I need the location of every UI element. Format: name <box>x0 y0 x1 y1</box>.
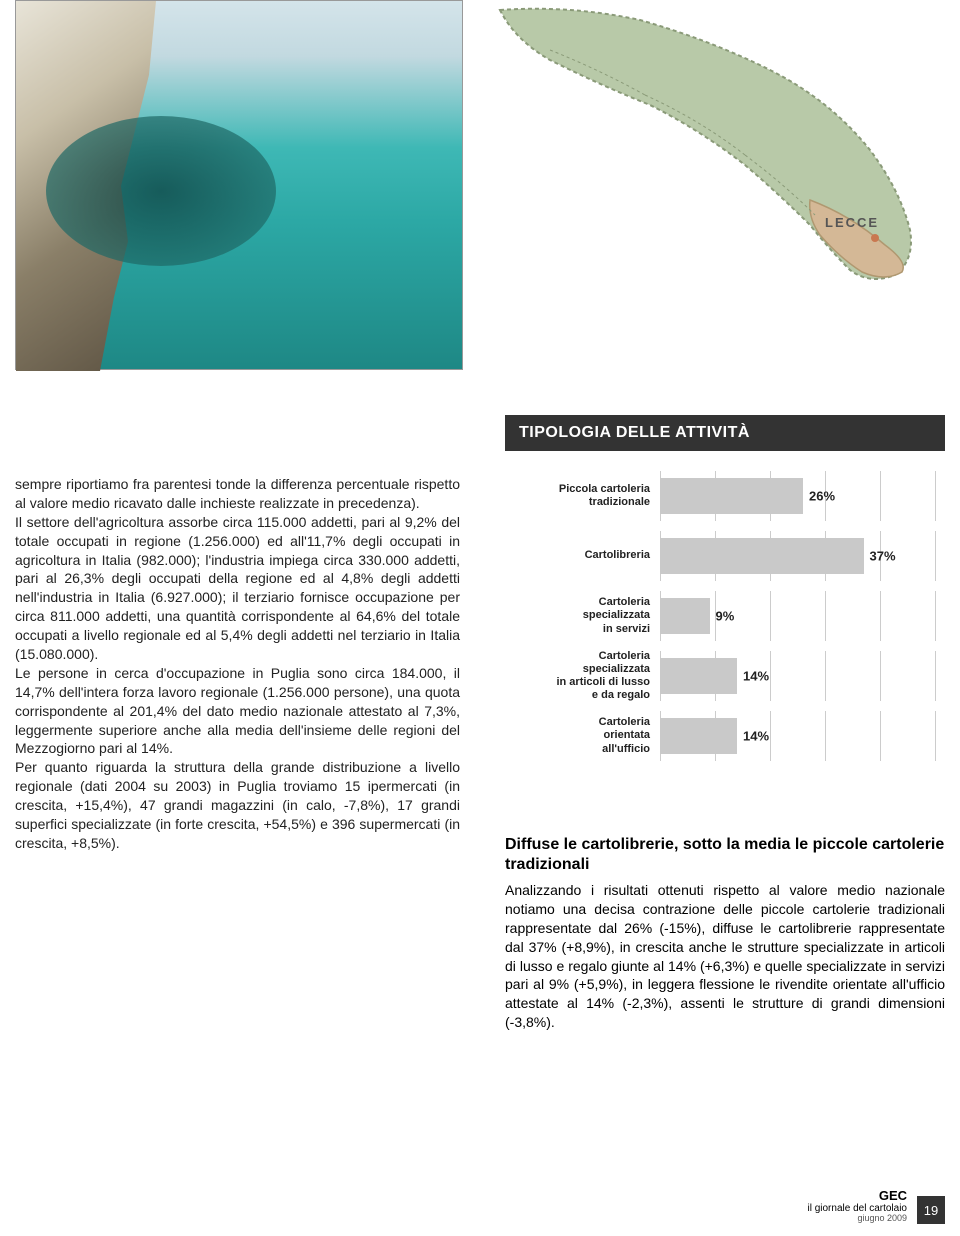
chart-row-label: Cartoleriaorientataall'ufficio <box>505 716 660 756</box>
page-footer: GEC il giornale del cartolaio giugno 200… <box>807 1189 945 1224</box>
chart-pct-label: 26% <box>809 489 835 504</box>
body-text-left: sempre riportiamo fra parentesi tonde la… <box>15 415 460 853</box>
footer-date: giugno 2009 <box>807 1214 907 1224</box>
chart-gridline <box>880 591 881 641</box>
chart-bar-track: 14% <box>660 651 935 701</box>
chart-gridline <box>770 651 771 701</box>
chart-gridline <box>935 651 936 701</box>
body-paragraph: Per quanto riguarda la struttura della g… <box>15 758 460 852</box>
chart-gridline <box>935 471 936 521</box>
page-number: 19 <box>917 1196 945 1224</box>
chart-bar-track: 26% <box>660 471 935 521</box>
chart-gridline <box>770 591 771 641</box>
chart-row: Piccola cartoleriatradizionale 26% <box>505 471 945 521</box>
footer-brand: GEC il giornale del cartolaio giugno 200… <box>807 1189 907 1224</box>
chart-bar <box>660 598 710 634</box>
chart-gridline <box>935 531 936 581</box>
map-svg <box>490 0 945 320</box>
chart-pct-label: 14% <box>743 669 769 684</box>
chart-gridline <box>935 591 936 641</box>
section-heading: Diffuse le cartolibrerie, sotto la media… <box>505 835 945 875</box>
chart-row: Cartoleriaspecializzatain servizi 9% <box>505 591 945 641</box>
content-section: TIPOLOGIA DELLE ATTIVITÀ Piccola cartole… <box>0 415 960 853</box>
chart-row-label: Cartolibreria <box>505 549 660 562</box>
chart-gridline <box>880 471 881 521</box>
chart-gridline <box>880 651 881 701</box>
body-text-right: Diffuse le cartolibrerie, sotto la media… <box>505 835 945 1032</box>
puglia-map: LECCE <box>490 0 945 320</box>
chart-bar <box>660 658 737 694</box>
chart-gridline <box>880 711 881 761</box>
chart-gridline <box>935 711 936 761</box>
top-section: LECCE <box>0 0 960 380</box>
chart-row: Cartoleriaorientataall'ufficio 14% <box>505 711 945 761</box>
body-paragraph: sempre riportiamo fra parentesi tonde la… <box>15 475 460 513</box>
section-paragraph: Analizzando i risultati ottenuti rispett… <box>505 881 945 1032</box>
photo-grotto <box>46 116 276 266</box>
chart-gridline <box>825 591 826 641</box>
chart-pct-label: 9% <box>716 609 735 624</box>
coastal-photo <box>15 0 463 370</box>
chart-pct-label: 37% <box>870 549 896 564</box>
map-city-label: LECCE <box>825 215 879 230</box>
chart-row: Cartoleriaspecializzatain articoli di lu… <box>505 651 945 701</box>
chart-gridline <box>825 651 826 701</box>
chart-gridline <box>825 711 826 761</box>
chart-row-label: Piccola cartoleriatradizionale <box>505 483 660 509</box>
chart-row-label: Cartoleriaspecializzatain articoli di lu… <box>505 650 660 703</box>
body-paragraph: Le persone in cerca d'occupazione in Pug… <box>15 664 460 758</box>
chart-bar <box>660 538 864 574</box>
chart-bar <box>660 718 737 754</box>
chart-bar-track: 9% <box>660 591 935 641</box>
chart-pct-label: 14% <box>743 729 769 744</box>
activity-chart: TIPOLOGIA DELLE ATTIVITÀ Piccola cartole… <box>505 415 945 791</box>
chart-bar-track: 37% <box>660 531 935 581</box>
chart-bar-track: 14% <box>660 711 935 761</box>
chart-gridline <box>770 711 771 761</box>
chart-title: TIPOLOGIA DELLE ATTIVITÀ <box>505 415 945 451</box>
footer-brand-name: GEC <box>807 1189 907 1203</box>
chart-area: Piccola cartoleriatradizionale 26% Cartoli… <box>505 451 945 791</box>
chart-row: Cartolibreria 37% <box>505 531 945 581</box>
chart-row-label: Cartoleriaspecializzatain servizi <box>505 596 660 636</box>
chart-bar <box>660 478 803 514</box>
body-paragraph: Il settore dell'agricoltura assorbe circ… <box>15 513 460 664</box>
